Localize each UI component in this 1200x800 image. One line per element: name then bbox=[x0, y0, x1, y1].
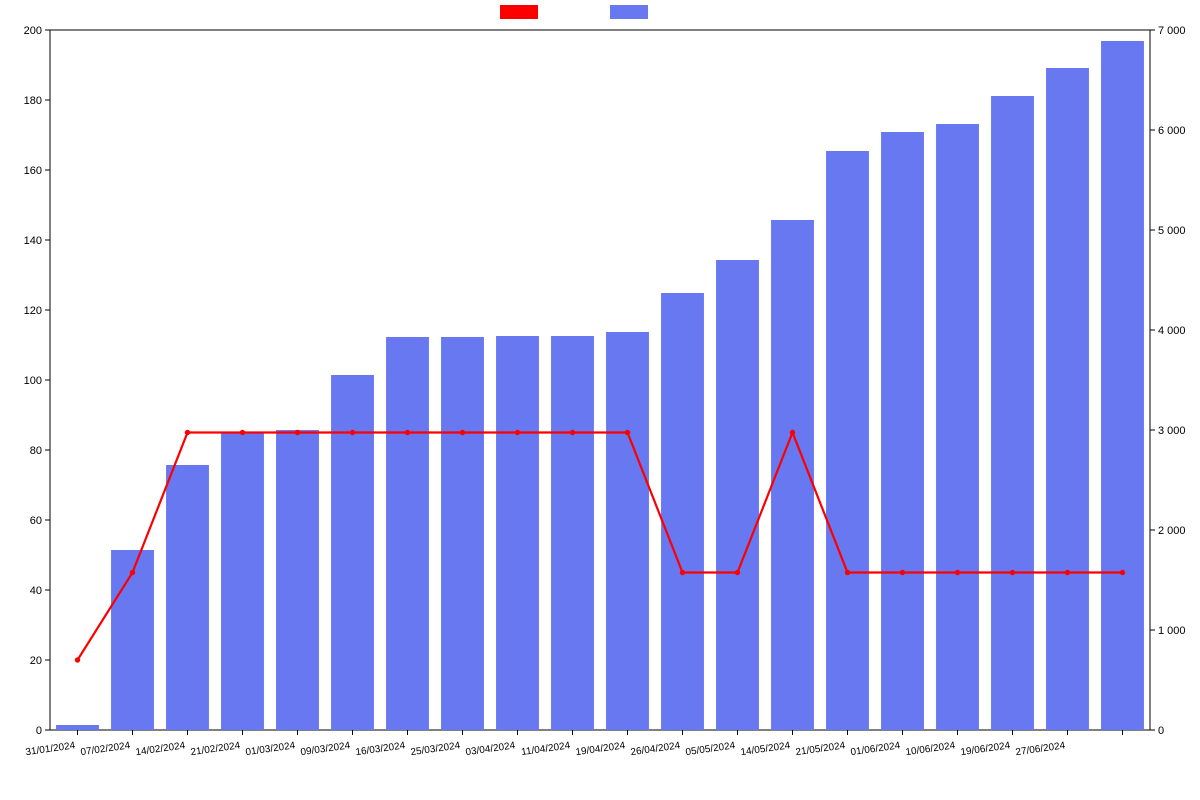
bar bbox=[166, 465, 209, 730]
line-marker bbox=[515, 430, 519, 434]
bar bbox=[56, 725, 99, 730]
bar bbox=[386, 337, 429, 730]
y-left-tick-label: 20 bbox=[30, 655, 42, 667]
bar bbox=[331, 375, 374, 730]
line-marker bbox=[460, 430, 464, 434]
line-marker bbox=[240, 430, 244, 434]
y-left-tick-label: 120 bbox=[24, 305, 42, 317]
y-right-tick-label: 0 bbox=[1158, 725, 1164, 737]
y-right-tick-label: 5 000 bbox=[1158, 225, 1186, 237]
bar bbox=[716, 260, 759, 730]
y-left-tick-label: 60 bbox=[30, 515, 42, 527]
line-marker bbox=[955, 570, 959, 574]
combo-chart: 0 20 40 60 80 100 120 140 160 180 200 0 1 000 2 000 3 … bbox=[0, 0, 1200, 800]
y-left-tick-label: 100 bbox=[24, 375, 42, 387]
bar bbox=[441, 337, 484, 730]
bar bbox=[221, 432, 264, 730]
bar bbox=[936, 124, 979, 730]
line-marker bbox=[405, 430, 409, 434]
line-marker bbox=[75, 658, 79, 662]
bar bbox=[1046, 68, 1089, 730]
line-marker bbox=[790, 430, 794, 434]
bar bbox=[1101, 41, 1144, 730]
bar bbox=[276, 430, 319, 730]
bar bbox=[111, 550, 154, 730]
bar bbox=[606, 332, 649, 730]
y-right-tick-label: 4 000 bbox=[1158, 325, 1186, 337]
bar bbox=[551, 336, 594, 730]
y-right-tick-label: 3 000 bbox=[1158, 425, 1186, 437]
bar bbox=[771, 220, 814, 730]
line-marker bbox=[735, 570, 739, 574]
bar bbox=[991, 96, 1034, 730]
line-marker bbox=[295, 430, 299, 434]
line-marker bbox=[1065, 570, 1069, 574]
line-marker bbox=[350, 430, 354, 434]
y-left-tick-label: 180 bbox=[24, 95, 42, 107]
y-right-tick-label: 2 000 bbox=[1158, 525, 1186, 537]
line-marker bbox=[625, 430, 629, 434]
y-left-tick-label: 40 bbox=[30, 585, 42, 597]
bar bbox=[826, 151, 869, 730]
bar bbox=[661, 293, 704, 730]
line-marker bbox=[680, 570, 684, 574]
line-marker bbox=[185, 430, 189, 434]
line-marker bbox=[1010, 570, 1014, 574]
line-marker bbox=[570, 430, 574, 434]
bar bbox=[496, 336, 539, 730]
y-right-tick-label: 1 000 bbox=[1158, 625, 1186, 637]
line-marker bbox=[845, 570, 849, 574]
y-left-tick-label: 160 bbox=[24, 165, 42, 177]
y-right-tick-label: 7 000 bbox=[1158, 25, 1186, 37]
y-left-tick-label: 200 bbox=[24, 25, 42, 37]
legend-swatch-bar bbox=[610, 5, 648, 19]
legend-swatch-line bbox=[500, 5, 538, 19]
line-marker bbox=[900, 570, 904, 574]
line-marker bbox=[130, 570, 134, 574]
y-right-tick-label: 6 000 bbox=[1158, 125, 1186, 137]
y-left-tick-label: 140 bbox=[24, 235, 42, 247]
chart-svg: 0 20 40 60 80 100 120 140 160 180 200 0 1 000 2 000 3 … bbox=[0, 0, 1200, 800]
y-left-tick-label: 0 bbox=[36, 725, 42, 737]
line-marker bbox=[1120, 570, 1124, 574]
bar bbox=[881, 132, 924, 730]
y-left-tick-label: 80 bbox=[30, 445, 42, 457]
